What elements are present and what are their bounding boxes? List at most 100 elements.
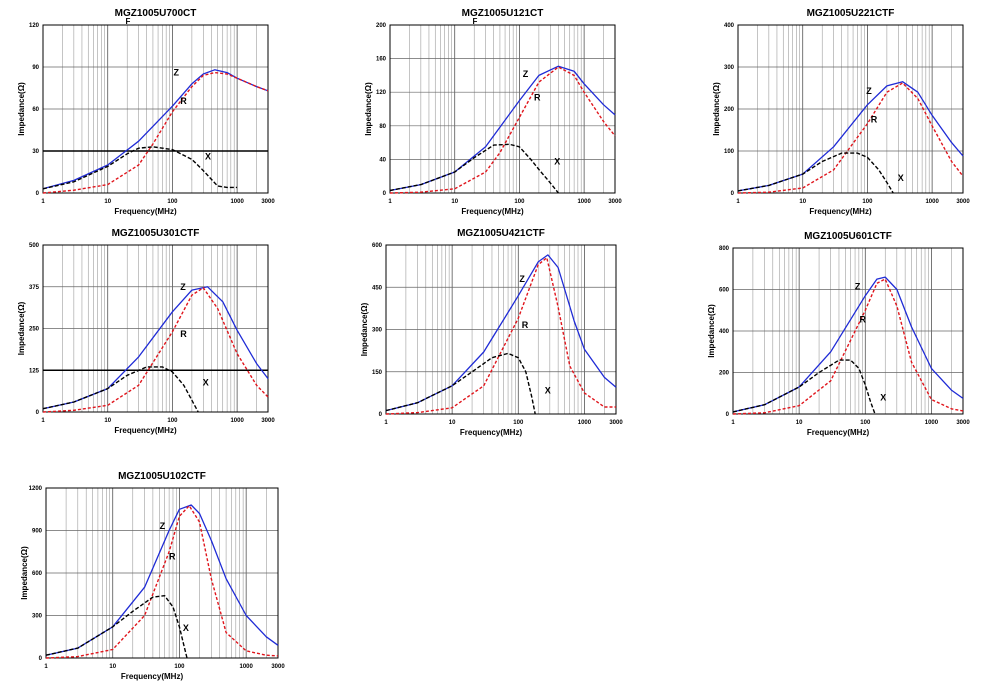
y-tick-label: 600: [372, 243, 383, 249]
series-label-r: R: [522, 320, 529, 330]
x-tick-label: 3000: [956, 420, 970, 426]
x-tick-label: 3000: [956, 199, 970, 205]
y-tick-label: 600: [719, 288, 730, 294]
impedance-chart: MGZ1005U221CTF 0 100 200 300 400 1 10 100 1000 300…: [712, 8, 970, 216]
x-axis-label: Frequency(MHz): [461, 207, 524, 216]
plot-frame: [732, 247, 964, 415]
y-tick-label: 125: [29, 368, 40, 374]
chart-title: MGZ1005U700CT: [115, 8, 197, 19]
x-tick-label: 10: [104, 199, 111, 205]
y-axis-label: Impedance(Ω): [360, 302, 369, 356]
x-tick-label: 1000: [925, 199, 939, 205]
y-tick-label: 150: [372, 370, 383, 376]
y-tick-label: 30: [32, 149, 39, 155]
y-tick-label: 100: [724, 149, 735, 155]
x-tick-label: 1: [44, 664, 48, 670]
y-tick-label: 450: [372, 285, 383, 291]
series-line-x: [385, 352, 536, 415]
series-label-z: Z: [174, 67, 180, 77]
series-label-r: R: [860, 315, 867, 325]
y-tick-label: 500: [29, 243, 40, 249]
series-line-x: [389, 143, 559, 194]
x-tick-label: 3000: [608, 199, 622, 205]
x-tick-label: 1: [736, 199, 740, 205]
y-tick-label: 0: [383, 191, 387, 197]
y-tick-label: 0: [726, 412, 730, 418]
series-label-z: Z: [180, 282, 186, 292]
y-tick-label: 120: [376, 90, 387, 96]
plot-frame: [389, 24, 616, 194]
y-tick-label: 90: [32, 65, 39, 71]
x-tick-label: 1000: [578, 420, 592, 426]
series-line-x: [42, 366, 199, 413]
x-tick-label: 10: [104, 418, 111, 424]
y-tick-label: 0: [379, 412, 383, 418]
series-line-r: [737, 82, 964, 194]
series-label-x: X: [183, 623, 189, 633]
series-label-z: Z: [866, 86, 872, 96]
x-axis-label: Frequency(MHz): [121, 672, 184, 681]
y-tick-label: 400: [724, 23, 735, 29]
series-line-r: [389, 66, 616, 194]
series-line-x: [45, 595, 188, 659]
series-line-z: [385, 254, 617, 412]
x-tick-label: 10: [451, 199, 458, 205]
series-label-r: R: [871, 114, 878, 124]
series-line-x: [737, 152, 894, 194]
y-tick-label: 200: [719, 371, 730, 377]
series-label-x: X: [203, 377, 209, 387]
x-tick-label: 1: [731, 420, 735, 426]
x-tick-label: 100: [167, 418, 178, 424]
y-axis-label: Impedance(Ω): [17, 301, 26, 355]
plot-frame: [42, 244, 269, 413]
y-tick-label: 0: [39, 656, 43, 662]
x-tick-label: 1: [384, 420, 388, 426]
y-tick-label: 1200: [29, 486, 43, 492]
impedance-chart: MGZ1005U102CTF 0 300 600 900 1200 1 10 100 1000 30…: [20, 471, 285, 681]
y-tick-label: 200: [376, 23, 387, 29]
chart-title: MGZ1005U421CTF: [457, 228, 545, 239]
series-label-x: X: [545, 386, 551, 396]
y-tick-label: 80: [379, 124, 386, 130]
y-tick-label: 300: [372, 328, 383, 334]
x-tick-label: 100: [174, 664, 185, 670]
x-tick-label: 1000: [230, 199, 244, 205]
series-label-z: Z: [523, 69, 529, 79]
y-axis-label: Impedance(Ω): [364, 82, 373, 136]
impedance-chart: MGZ1005U301CTF 0 125 250 375 500 1 10 100 1000 300…: [17, 228, 275, 435]
x-tick-label: 1: [41, 199, 45, 205]
x-tick-label: 3000: [271, 664, 285, 670]
series-label-z: Z: [855, 282, 861, 292]
chart-title: MGZ1005U301CTF: [112, 228, 200, 239]
y-tick-label: 40: [379, 157, 386, 163]
x-tick-label: 10: [799, 199, 806, 205]
series-line-r: [45, 505, 279, 659]
x-tick-label: 3000: [609, 420, 623, 426]
y-tick-label: 800: [719, 246, 730, 252]
title-note: F: [126, 17, 131, 26]
x-axis-label: Frequency(MHz): [809, 207, 872, 216]
y-tick-label: 400: [719, 329, 730, 335]
x-tick-label: 1000: [239, 664, 253, 670]
y-axis-label: Impedance(Ω): [712, 82, 721, 136]
series-label-x: X: [880, 393, 886, 403]
series-line-r: [42, 287, 269, 413]
plot-frame: [42, 24, 269, 194]
y-tick-label: 375: [29, 285, 40, 291]
y-tick-label: 0: [36, 191, 40, 197]
series-label-x: X: [554, 156, 560, 166]
x-axis-label: Frequency(MHz): [114, 426, 177, 435]
title-note: F: [473, 17, 478, 26]
chart-title: MGZ1005U601CTF: [804, 231, 892, 242]
impedance-chart: MGZ1005U601CTF 0 200 400 600 800 1 10 100 1000 300…: [707, 231, 970, 437]
x-tick-label: 100: [514, 199, 525, 205]
series-label-z: Z: [519, 274, 525, 284]
x-axis-label: Frequency(MHz): [114, 207, 177, 216]
series-line-r: [385, 257, 616, 415]
x-tick-label: 1000: [577, 199, 591, 205]
y-tick-label: 60: [32, 107, 39, 113]
series-line-x: [732, 359, 876, 415]
x-tick-label: 1000: [230, 418, 244, 424]
